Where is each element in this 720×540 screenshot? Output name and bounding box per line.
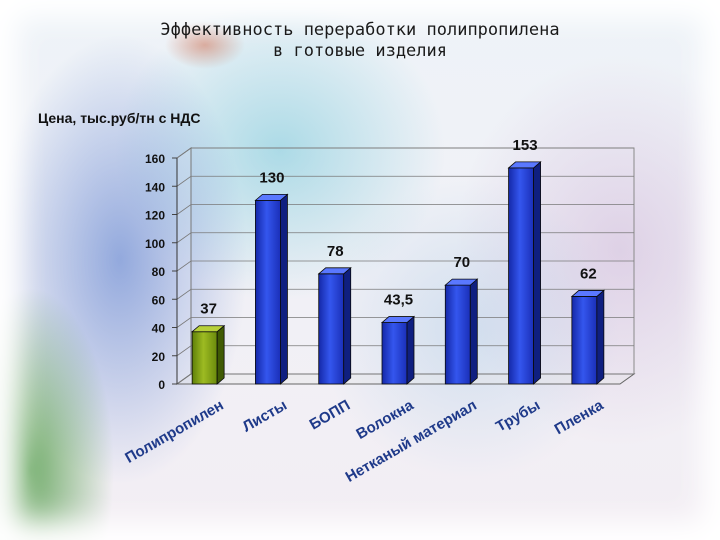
slide-title: Эффективность переработки полипропилена … [0, 20, 720, 62]
y-axis: 0 20 40 60 80 100 120 140 160 [145, 147, 634, 392]
bar-3: 78 [317, 243, 352, 385]
bar-value-label: 70 [453, 254, 470, 271]
title-line-2: в готовые изделия [273, 41, 447, 61]
gridline [176, 345, 634, 357]
bar-5: 70 [444, 254, 479, 385]
x-tick-label: Полипропилен [122, 397, 226, 467]
bar-value-label: 37 [200, 301, 217, 318]
x-tick-label: Листы [240, 397, 290, 436]
bar-top [570, 290, 605, 297]
bar-top [254, 193, 289, 201]
bar-front [508, 167, 534, 385]
y-tick-label: 0 [158, 378, 165, 392]
bar-value-label: 43,5 [384, 292, 413, 309]
bar-top [507, 161, 542, 169]
bar-top [191, 325, 226, 333]
y-tick-label: 120 [145, 209, 165, 223]
bar-side [216, 324, 225, 385]
bar-side [596, 289, 605, 385]
bar-front [381, 322, 408, 385]
bar-2: 130 [254, 169, 289, 385]
gridline [176, 288, 634, 300]
bar-side [469, 278, 478, 385]
bar-4: 43,5 [380, 292, 416, 385]
bar-6: 153 [507, 137, 542, 385]
gridline [176, 204, 634, 215]
bar-value-label: 153 [513, 137, 538, 154]
bar-7: 62 [570, 265, 605, 385]
y-tick-label: 140 [145, 180, 165, 194]
bar-front [191, 331, 218, 385]
y-tick-label: 40 [152, 322, 166, 336]
x-tick-label: Пленка [552, 396, 607, 438]
bars-group: 37 130 78 43,5 70 153 62 [191, 137, 605, 385]
bar-top [380, 316, 416, 323]
bar-value-label: 130 [259, 169, 284, 186]
title-line-1: Эффективность переработки полипропилена [160, 20, 560, 40]
y-tick-label: 60 [152, 293, 166, 307]
bar-side [533, 161, 541, 385]
gridline [176, 232, 634, 244]
bar-front [444, 284, 471, 385]
gridline [176, 260, 634, 272]
gridline [176, 373, 634, 385]
bar-side [406, 315, 415, 385]
x-tick-label: Трубы [493, 397, 543, 436]
bar-value-label: 78 [327, 243, 344, 260]
y-tick-label: 20 [152, 350, 166, 364]
y-tick-label: 100 [145, 237, 165, 251]
gridline [176, 175, 634, 187]
bar-1: 37 [191, 301, 226, 385]
gridline [176, 317, 634, 328]
bar-front [571, 296, 598, 385]
x-tick-label: БОПП [307, 397, 354, 434]
bar-side [343, 266, 352, 385]
y-tick-label: 160 [145, 152, 165, 166]
bar-side [280, 193, 288, 385]
bar-top [444, 278, 479, 286]
bar-front [255, 199, 281, 385]
gridline [176, 147, 634, 159]
bar-top [317, 267, 352, 275]
y-tick-label: 80 [152, 265, 166, 279]
bar-front [318, 273, 345, 385]
bar-value-label: 62 [580, 265, 597, 282]
y-axis-title: Цена, тыс.руб/тн с НДС [38, 110, 200, 126]
